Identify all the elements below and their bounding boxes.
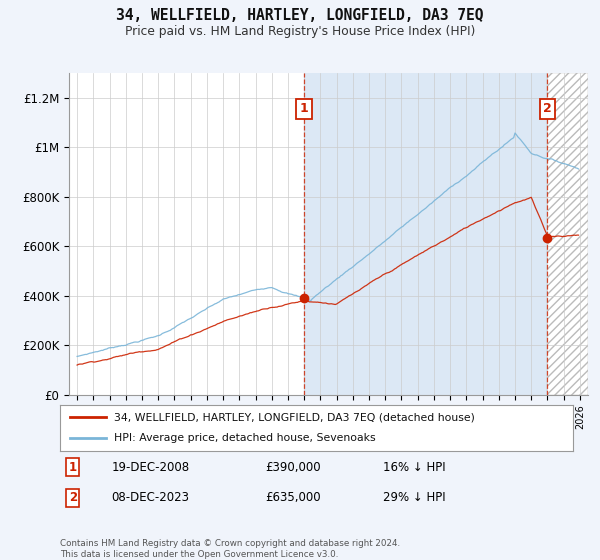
Text: 29% ↓ HPI: 29% ↓ HPI (383, 491, 446, 504)
Text: 1: 1 (69, 461, 77, 474)
Text: 08-DEC-2023: 08-DEC-2023 (112, 491, 190, 504)
Text: 34, WELLFIELD, HARTLEY, LONGFIELD, DA3 7EQ (detached house): 34, WELLFIELD, HARTLEY, LONGFIELD, DA3 7… (114, 412, 475, 422)
Text: 19-DEC-2008: 19-DEC-2008 (112, 461, 190, 474)
Text: Price paid vs. HM Land Registry's House Price Index (HPI): Price paid vs. HM Land Registry's House … (125, 25, 475, 38)
Text: HPI: Average price, detached house, Sevenoaks: HPI: Average price, detached house, Seve… (114, 433, 376, 444)
Text: 2: 2 (69, 491, 77, 504)
Bar (547, 73, 588, 395)
Bar (304, 73, 547, 395)
Text: Contains HM Land Registry data © Crown copyright and database right 2024.
This d: Contains HM Land Registry data © Crown c… (60, 539, 400, 559)
Text: 34, WELLFIELD, HARTLEY, LONGFIELD, DA3 7EQ: 34, WELLFIELD, HARTLEY, LONGFIELD, DA3 7… (116, 8, 484, 24)
Text: 16% ↓ HPI: 16% ↓ HPI (383, 461, 446, 474)
Text: £390,000: £390,000 (265, 461, 321, 474)
Text: £635,000: £635,000 (265, 491, 321, 504)
Text: 2: 2 (543, 102, 552, 115)
Text: 1: 1 (300, 102, 308, 115)
